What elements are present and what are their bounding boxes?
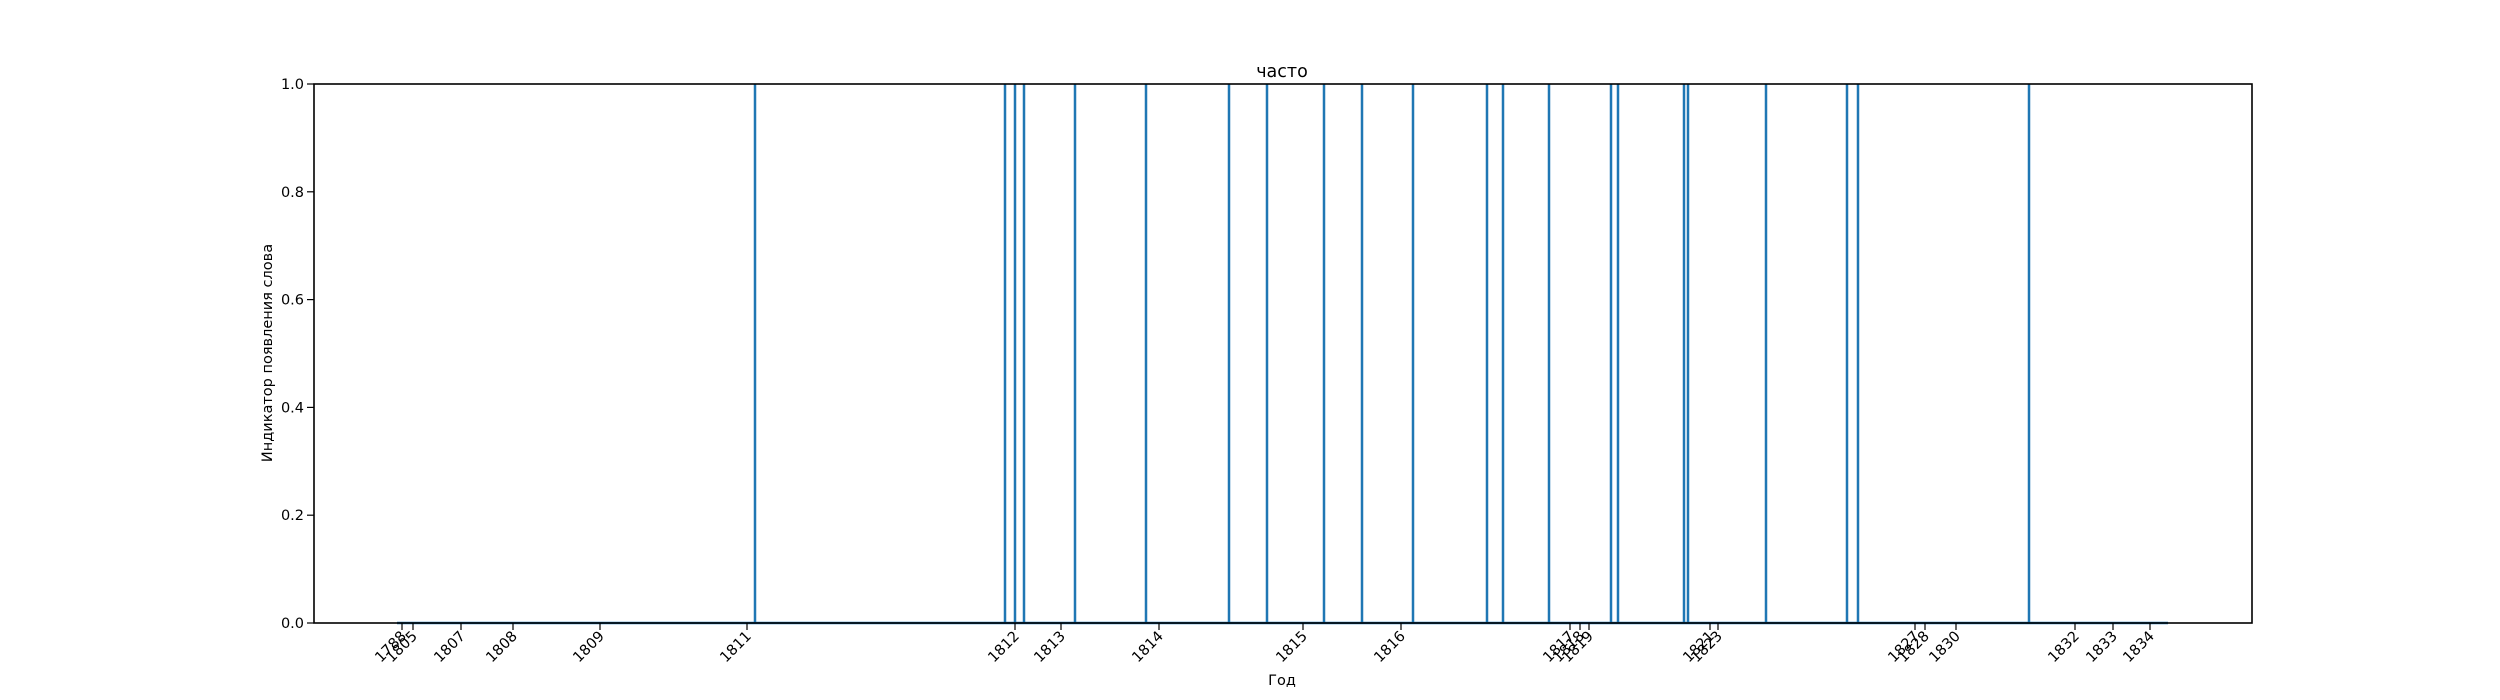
y-tick-label: 0.0 (281, 616, 304, 632)
x-tick-label: 1830 (1926, 629, 1963, 666)
x-tick-label: 1834 (2120, 629, 2157, 666)
chart-title: часто (1256, 62, 1308, 82)
y-tick-label: 0.6 (281, 293, 304, 309)
x-tick-label: 1833 (2083, 629, 2120, 666)
plot-frame (313, 83, 2253, 624)
data-layer (397, 84, 2168, 625)
x-tick-label: 1816 (1371, 629, 1408, 666)
x-tick-label: 1808 (483, 629, 520, 666)
y-tick-label: 0.4 (281, 400, 304, 416)
y-tick-label: 0.2 (281, 508, 304, 524)
y-tick-label: 1.0 (281, 77, 304, 93)
y-tick-label: 0.8 (281, 185, 304, 201)
x-tick-label: 1814 (1129, 629, 1166, 666)
y-axis-title: Индикатор появления слова (260, 244, 276, 462)
y-axis: 0.0 0.2 0.4 0.6 0.8 1.0 (281, 77, 314, 632)
x-tick-label: 1809 (570, 629, 607, 666)
x-tick-label: 1815 (1273, 629, 1310, 666)
x-tick-label: 1812 (985, 629, 1022, 666)
x-axis-title: Год (1268, 673, 1296, 689)
x-tick-label: 1807 (431, 629, 468, 666)
x-tick-label: 1832 (2045, 629, 2082, 666)
x-tick-label: 1811 (717, 629, 754, 666)
x-tick-label: 1813 (1031, 629, 1068, 666)
